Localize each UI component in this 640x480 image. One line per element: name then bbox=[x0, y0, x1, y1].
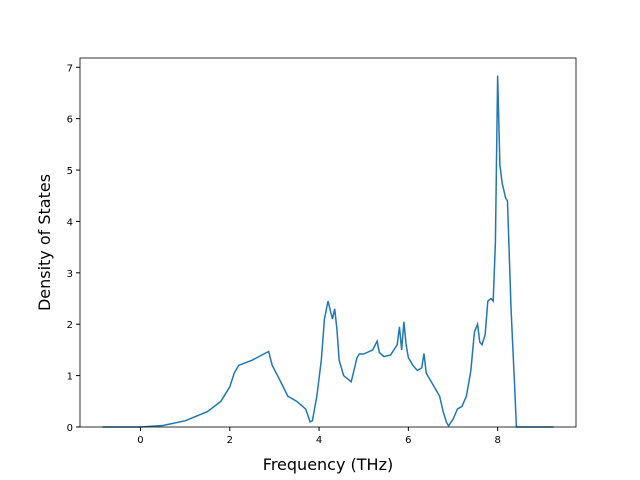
x-tick-label: 6 bbox=[405, 435, 411, 446]
y-tick-label: 3 bbox=[67, 269, 73, 280]
x-axis-label: Frequency (THz) bbox=[263, 455, 393, 474]
y-tick-label: 6 bbox=[67, 115, 73, 126]
axes-frame bbox=[79, 57, 577, 428]
y-tick-label: 1 bbox=[67, 372, 73, 383]
y-tick-label: 0 bbox=[67, 423, 73, 434]
y-axis-label: Density of States bbox=[35, 174, 54, 311]
x-tick-label: 4 bbox=[316, 435, 322, 446]
y-tick-label: 5 bbox=[67, 166, 73, 177]
x-tick-label: 2 bbox=[227, 435, 233, 446]
data-line bbox=[102, 75, 554, 428]
y-tick-label: 2 bbox=[67, 320, 73, 331]
y-tick-label: 7 bbox=[67, 63, 73, 74]
y-tick-label: 4 bbox=[67, 217, 73, 228]
x-tick-label: 8 bbox=[494, 435, 500, 446]
x-tick-label: 0 bbox=[137, 435, 143, 446]
